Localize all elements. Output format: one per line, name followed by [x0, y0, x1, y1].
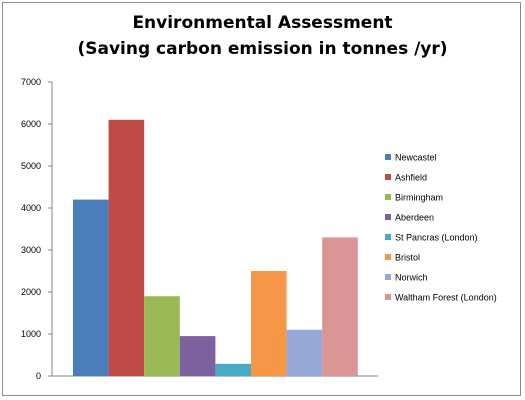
bar-ashfield: [108, 119, 145, 377]
bar-newcastel: [73, 199, 109, 376]
legend-label: Ashfield: [395, 173, 427, 183]
legend-swatch: [385, 194, 391, 200]
y-tick-label: 6000: [21, 119, 41, 129]
bar-birmingham: [144, 296, 180, 376]
bar-st-pancras-london: [215, 363, 251, 376]
legend-swatch: [385, 234, 391, 240]
legend-swatch: [385, 274, 391, 280]
legend-label: Newcastel: [395, 153, 437, 163]
y-tick-label: 3000: [21, 245, 41, 255]
legend-label: St Pancras (London): [395, 233, 478, 243]
legend-swatch: [385, 294, 391, 300]
legend-swatch: [385, 214, 391, 220]
chart-title: Environmental Assessment: [132, 13, 393, 33]
legend-label: Birmingham: [395, 193, 443, 203]
y-tick-label: 0: [36, 371, 41, 381]
bar-waltham-forest-london: [322, 237, 358, 376]
legend-label: Aberdeen: [395, 213, 434, 223]
y-tick-label: 4000: [21, 203, 41, 213]
y-tick-label: 5000: [21, 161, 41, 171]
y-tick-label: 2000: [21, 287, 41, 297]
legend-label: Bristol: [395, 253, 420, 263]
legend-swatch: [385, 254, 391, 260]
legend-label: Norwich: [395, 273, 428, 283]
y-tick-label: 7000: [21, 77, 41, 87]
legend-swatch: [385, 174, 391, 180]
y-tick-label: 1000: [21, 329, 41, 339]
chart-subtitle: (Saving carbon emission in tonnes /yr): [77, 39, 448, 59]
bar-bristol: [251, 271, 287, 376]
legend-label: Waltham Forest (London): [395, 293, 497, 303]
bar-norwich: [286, 329, 323, 376]
legend-swatch: [385, 154, 391, 160]
bar-aberdeen: [179, 336, 216, 376]
